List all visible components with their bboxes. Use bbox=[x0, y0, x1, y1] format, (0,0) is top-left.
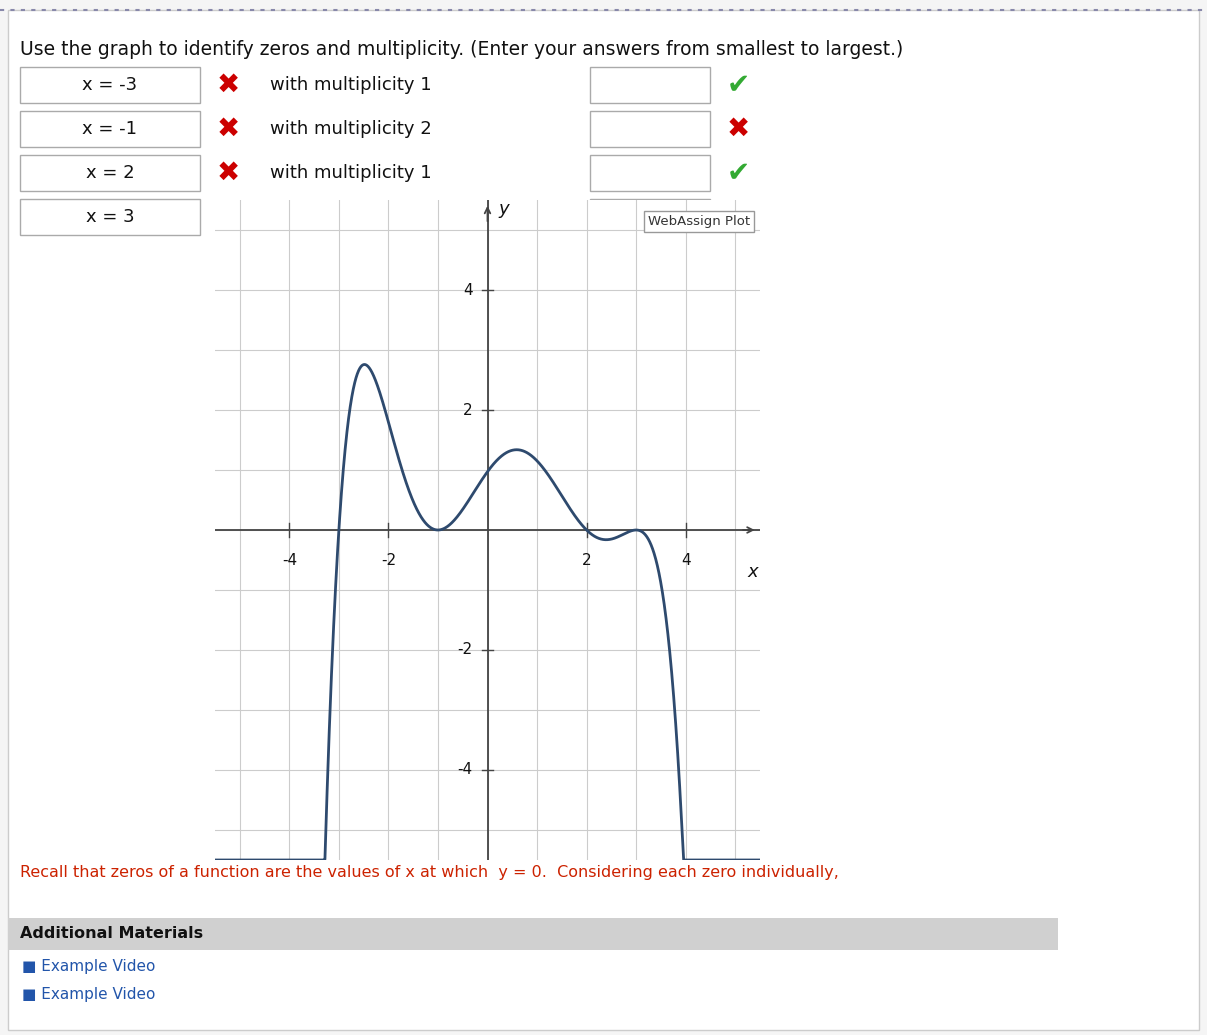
Text: x = 3: x = 3 bbox=[86, 208, 134, 226]
Text: x = 2: x = 2 bbox=[86, 164, 134, 182]
FancyBboxPatch shape bbox=[21, 199, 200, 235]
FancyBboxPatch shape bbox=[590, 199, 710, 235]
Text: with multiplicity 1: with multiplicity 1 bbox=[270, 164, 432, 182]
Text: 4: 4 bbox=[681, 553, 690, 568]
Text: ■ Example Video: ■ Example Video bbox=[22, 987, 156, 1003]
Text: WebAssign Plot: WebAssign Plot bbox=[648, 215, 750, 228]
FancyBboxPatch shape bbox=[21, 111, 200, 147]
Text: with multiplicity 1: with multiplicity 1 bbox=[270, 76, 432, 94]
FancyBboxPatch shape bbox=[21, 155, 200, 191]
FancyBboxPatch shape bbox=[21, 67, 200, 104]
Text: ✔: ✔ bbox=[727, 159, 750, 187]
Text: ✖: ✖ bbox=[216, 159, 240, 187]
Text: 4: 4 bbox=[463, 283, 473, 297]
FancyBboxPatch shape bbox=[8, 10, 1199, 1030]
Text: 2: 2 bbox=[582, 553, 591, 568]
FancyBboxPatch shape bbox=[8, 918, 1059, 950]
Text: x = -3: x = -3 bbox=[82, 76, 138, 94]
Text: -4: -4 bbox=[457, 763, 473, 777]
Text: ✖: ✖ bbox=[216, 71, 240, 99]
Text: -4: -4 bbox=[281, 553, 297, 568]
FancyBboxPatch shape bbox=[590, 155, 710, 191]
Text: ✖: ✖ bbox=[216, 115, 240, 143]
Text: Additional Materials: Additional Materials bbox=[21, 926, 203, 942]
Text: ✖: ✖ bbox=[727, 115, 750, 143]
FancyBboxPatch shape bbox=[590, 67, 710, 104]
Text: -2: -2 bbox=[381, 553, 396, 568]
Text: Use the graph to identify zeros and multiplicity. (Enter your answers from small: Use the graph to identify zeros and mult… bbox=[21, 40, 903, 59]
Text: x = -1: x = -1 bbox=[82, 120, 138, 138]
Text: with multiplicity 2: with multiplicity 2 bbox=[270, 208, 432, 226]
Text: x: x bbox=[747, 563, 758, 581]
Text: Recall that zeros of a function are the values of x at which  y = 0.  Considerin: Recall that zeros of a function are the … bbox=[21, 865, 839, 880]
Text: 2: 2 bbox=[463, 403, 473, 417]
Text: ✔: ✔ bbox=[727, 71, 750, 99]
Text: with multiplicity 2: with multiplicity 2 bbox=[270, 120, 432, 138]
FancyBboxPatch shape bbox=[590, 111, 710, 147]
Text: ✖: ✖ bbox=[727, 203, 750, 231]
Text: -2: -2 bbox=[457, 643, 473, 657]
Text: ✔: ✔ bbox=[216, 203, 240, 231]
Text: y: y bbox=[498, 200, 509, 218]
Text: ■ Example Video: ■ Example Video bbox=[22, 959, 156, 975]
